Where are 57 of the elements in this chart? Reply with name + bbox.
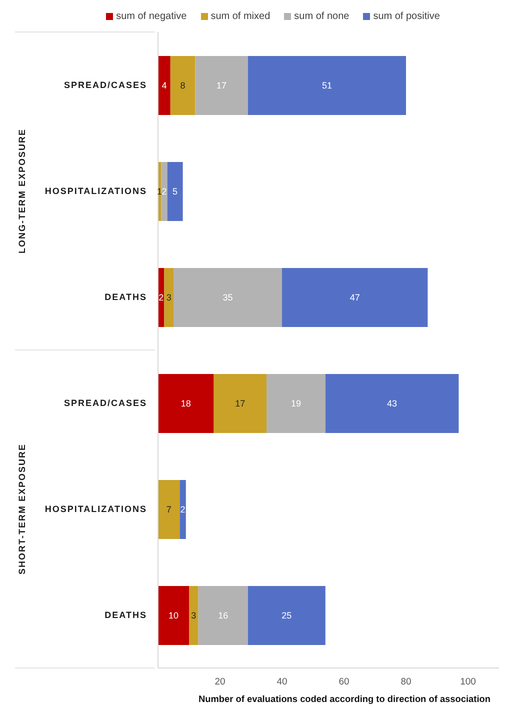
data-label: 17 (216, 80, 227, 91)
bar (325, 374, 459, 433)
data-label: 17 (235, 398, 246, 409)
data-label: 5 (172, 186, 178, 197)
legend-label: sum of mixed (210, 11, 270, 22)
bar (195, 56, 248, 115)
data-label: 8 (180, 80, 186, 91)
y-tick-label: SPREAD/CASES (64, 398, 147, 408)
bar (214, 374, 266, 433)
x-tick-label: 100 (460, 676, 476, 688)
data-label: 2 (158, 292, 164, 303)
bar (167, 162, 183, 221)
bar (282, 268, 428, 327)
y-tick-label: DEATHS (104, 292, 147, 302)
bar (161, 162, 168, 221)
data-label: 47 (350, 292, 360, 303)
bar (266, 374, 326, 433)
data-label: 16 (218, 610, 228, 621)
text: LONG-TERM EXPOSURE (17, 128, 27, 254)
data-label: 19 (290, 398, 301, 409)
legend-label: sum of none (294, 11, 350, 22)
bar (248, 56, 406, 115)
text: SHORT-TERM EXPOSURE (17, 443, 27, 575)
x-tick-label: 80 (400, 676, 412, 688)
data-label: 7 (166, 504, 172, 515)
bar (158, 374, 214, 433)
data-label: 51 (322, 80, 332, 91)
data-label: 4 (162, 80, 167, 91)
y-tick-label: SPREAD/CASES (64, 80, 147, 90)
data-label: 25 (282, 610, 292, 621)
bar (158, 586, 189, 645)
bar (174, 268, 282, 327)
legend-label: sum of negative (116, 11, 187, 22)
legend-label: sum of positive (373, 11, 440, 22)
x-tick-label: 20 (214, 676, 226, 688)
bar (164, 268, 174, 327)
bar (158, 480, 180, 539)
y-tick-label: HOSPITALIZATIONS (44, 504, 147, 514)
x-tick-label: 40 (276, 676, 288, 688)
data-label: 2 (162, 186, 167, 197)
bar (189, 586, 198, 645)
data-label: 35 (222, 292, 233, 303)
y-tick-label: DEATHS (104, 610, 147, 620)
data-label: 10 (168, 610, 179, 621)
data-label: 18 (180, 398, 191, 409)
data-label: 3 (166, 292, 172, 303)
x-tick-label: 60 (338, 676, 350, 688)
data-label: 3 (191, 610, 196, 621)
y-tick-label: HOSPITALIZATIONS (44, 186, 147, 196)
bar (180, 480, 186, 539)
x-axis-title: Number of evaluations coded according to direction of association (198, 694, 491, 704)
bar (170, 56, 196, 115)
bar (158, 56, 170, 115)
bar (248, 586, 326, 645)
data-label: 2 (180, 504, 186, 515)
data-label: 43 (387, 398, 398, 409)
bar (198, 586, 248, 645)
